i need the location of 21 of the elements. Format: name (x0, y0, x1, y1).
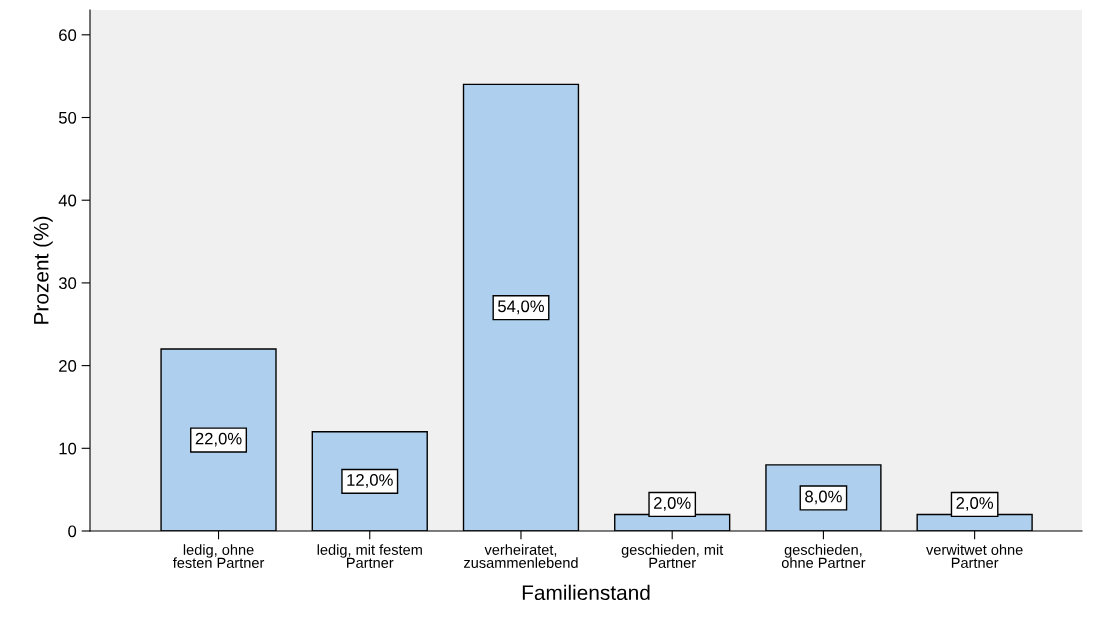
data-label: 54,0% (498, 300, 545, 315)
y-tick-label: 20 (59, 360, 77, 372)
y-axis-title: Prozent (%) (33, 216, 53, 324)
x-tick-label: geschieden, ohne Partner (781, 544, 866, 568)
x-tick-label: ledig, ohne festen Partner (172, 544, 265, 568)
y-tick-label: 50 (58, 111, 77, 124)
data-label: 8,0% (805, 490, 842, 505)
x-tick-label: geschieden, mit Partner (621, 544, 724, 568)
x-tick-label: verheiratet, zusammenlebend (464, 544, 578, 568)
y-tick-label: 30 (58, 277, 77, 290)
data-label: 2,0% (654, 497, 691, 511)
y-tick-label: 60 (59, 29, 77, 42)
y-tick-label: 40 (58, 194, 77, 207)
data-label: 22,0% (195, 432, 242, 447)
data-label: 2,0% (956, 497, 994, 511)
x-axis-title: Familienstand (522, 584, 650, 601)
x-tick-label: verwitwet ohne Partner (926, 544, 1023, 568)
y-tick-label: 10 (59, 442, 77, 455)
x-tick-label: ledig, mit festem Partner (317, 544, 422, 568)
y-tick-label: 0 (68, 525, 77, 538)
data-label: 12,0% (347, 474, 393, 488)
